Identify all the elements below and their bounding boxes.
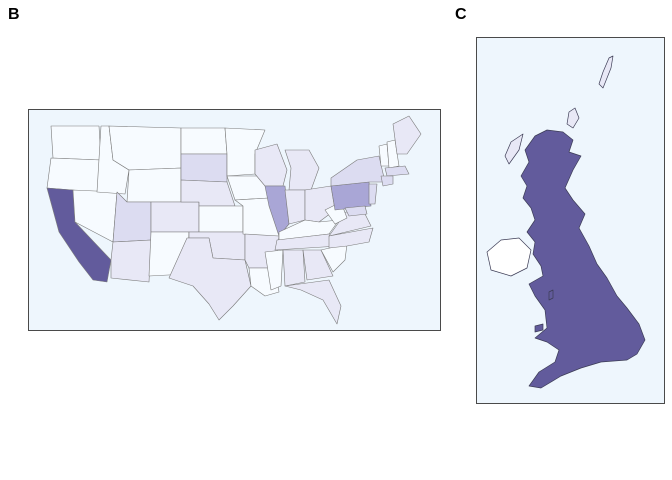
state-mississippi xyxy=(264,249,284,291)
northern-ireland xyxy=(486,237,532,277)
state-north-carolina xyxy=(328,227,374,249)
usa-choropleth xyxy=(46,115,422,325)
anglesey xyxy=(534,323,544,333)
panel-label-c: C xyxy=(455,6,467,23)
state-georgia xyxy=(302,249,334,281)
orkney-islands xyxy=(566,107,580,129)
state-kansas xyxy=(198,205,244,233)
state-connecticut xyxy=(380,175,394,187)
state-north-dakota xyxy=(180,127,228,155)
state-wyoming xyxy=(126,167,182,203)
panel-label-b: B xyxy=(8,6,20,23)
state-oregon xyxy=(46,157,102,193)
state-arizona xyxy=(110,239,152,283)
state-massachusetts xyxy=(384,165,410,177)
state-new-york xyxy=(330,155,386,187)
isle-of-man xyxy=(548,289,554,301)
great-britain-mainland xyxy=(520,129,646,389)
state-michigan xyxy=(284,149,320,191)
state-texas xyxy=(168,237,252,321)
shetland-islands xyxy=(598,55,614,89)
western-isles xyxy=(504,133,524,165)
state-maryland xyxy=(344,205,368,217)
state-nebraska xyxy=(180,179,236,207)
state-new-jersey xyxy=(368,183,378,205)
state-alabama xyxy=(282,249,306,287)
state-washington xyxy=(50,125,102,161)
state-south-dakota xyxy=(180,153,228,183)
state-maine xyxy=(392,115,422,155)
usa-map-panel xyxy=(28,109,441,331)
state-florida xyxy=(284,279,342,325)
state-colorado xyxy=(150,201,200,233)
state-wisconsin xyxy=(254,143,288,187)
uk-map-panel xyxy=(476,37,665,404)
uk-choropleth xyxy=(486,55,646,389)
state-montana xyxy=(108,125,182,171)
